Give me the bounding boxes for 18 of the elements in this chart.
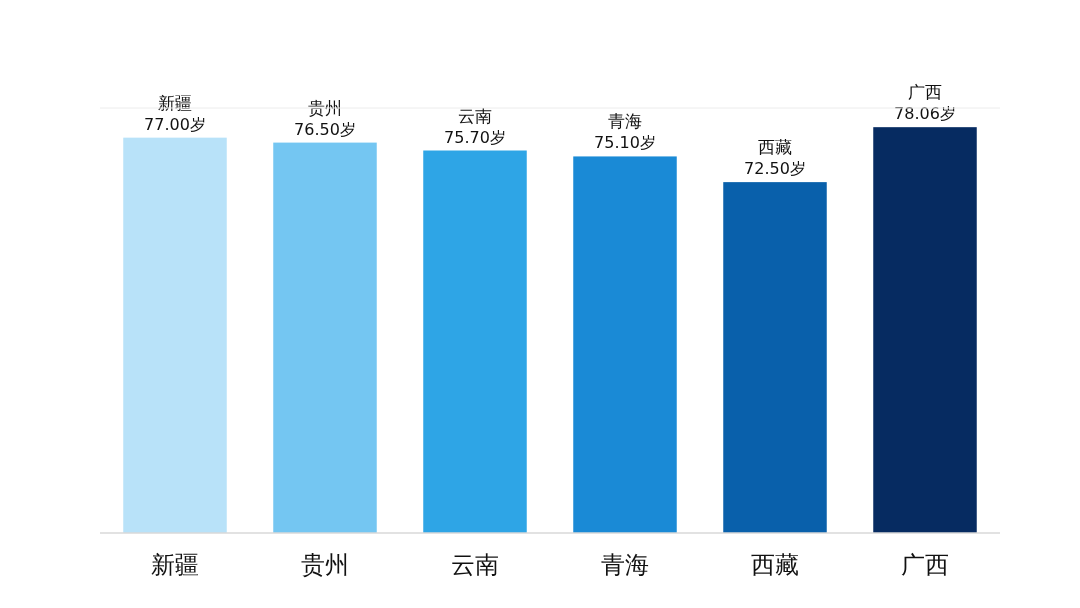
- data-label: 78.06岁: [894, 104, 956, 124]
- category-label: 西藏: [758, 137, 792, 158]
- x-tick-label: 西藏: [751, 551, 799, 579]
- category-label: 云南: [458, 105, 492, 126]
- data-label: 72.50岁: [744, 159, 806, 179]
- category-label: 贵州: [308, 97, 342, 118]
- x-tick-label: 贵州: [301, 551, 349, 579]
- category-label: 广西: [908, 82, 942, 103]
- data-label: 75.10岁: [594, 133, 656, 153]
- x-tick-label: 新疆: [151, 551, 199, 579]
- x-tick-label: 云南: [451, 551, 499, 579]
- data-label: 75.70岁: [444, 127, 506, 147]
- data-label: 76.50岁: [294, 119, 356, 139]
- data-label: 77.00岁: [144, 114, 206, 134]
- category-label: 青海: [608, 111, 642, 132]
- category-label: 新疆: [158, 92, 192, 113]
- x-tick-label: 青海: [601, 551, 649, 579]
- x-tick-label: 广西: [901, 551, 949, 579]
